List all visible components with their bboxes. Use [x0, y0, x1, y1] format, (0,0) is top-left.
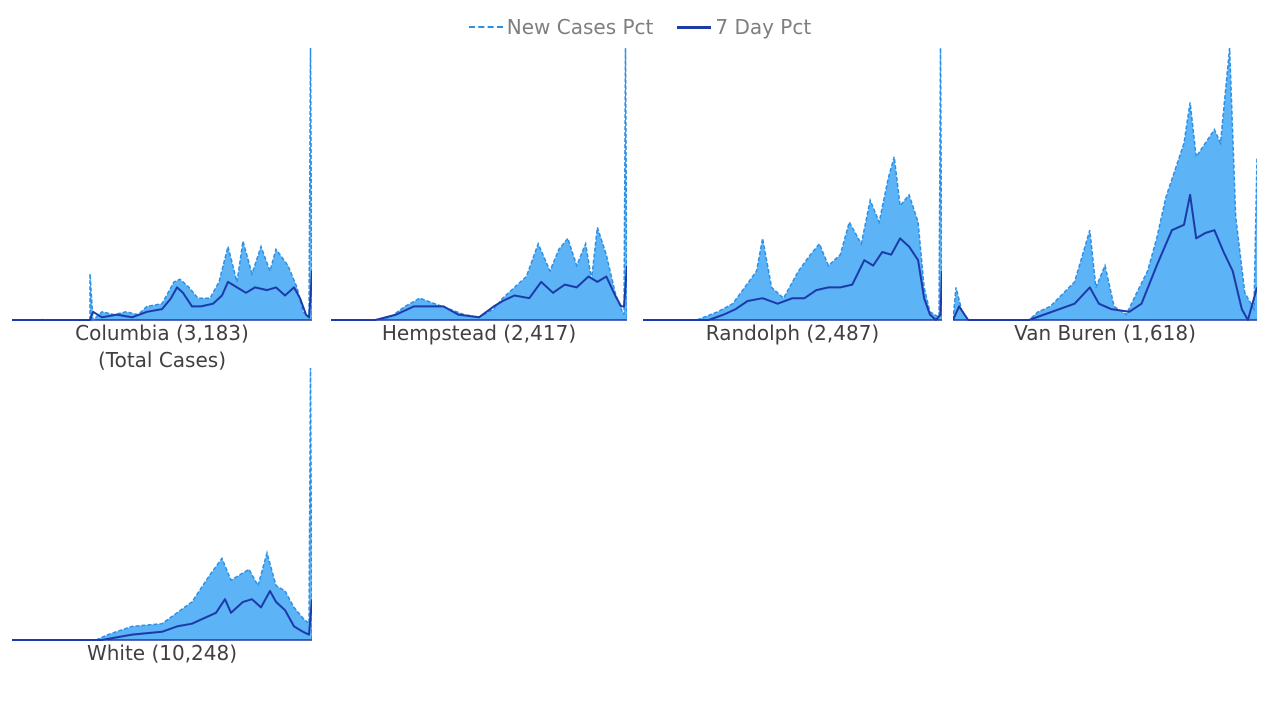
panel-label-randolph: Randolph (2,487)	[705, 321, 880, 345]
panel-van-buren: Van Buren (1,618)	[953, 40, 1257, 345]
line-7-day-white	[12, 590, 312, 641]
panel-label-hempstead: Hempstead (2,417)	[381, 321, 577, 345]
legend-item-new-cases[interactable]: New Cases Pct	[468, 15, 654, 39]
line-new-cases-columbia	[12, 47, 312, 322]
panel-sublabel-total-cases: (Total Cases)	[97, 348, 227, 372]
line-7-day-columbia	[12, 270, 312, 321]
chart-randolph[interactable]	[643, 40, 942, 322]
line-new-cases-randolph	[643, 47, 942, 321]
panel-label-white: White (10,248)	[86, 641, 238, 665]
panel-white: White (10,248)	[12, 360, 312, 665]
solid-line-swatch-icon	[677, 25, 712, 29]
line-7-day-randolph	[643, 237, 942, 321]
panel-randolph: Randolph (2,487)	[643, 40, 942, 345]
line-new-cases-white	[12, 367, 312, 641]
line-new-cases-hempstead	[331, 47, 627, 321]
area-new-cases-columbia	[12, 48, 312, 320]
area-new-cases-white	[12, 368, 312, 640]
line-7-day-van-buren	[953, 193, 1257, 321]
legend-label-7-day: 7 Day Pct	[715, 15, 812, 39]
legend-item-7-day[interactable]: 7 Day Pct	[677, 15, 811, 39]
area-new-cases-randolph	[643, 48, 942, 320]
dashed-line-swatch-icon	[468, 26, 503, 28]
chart-van-buren[interactable]	[953, 40, 1257, 322]
area-new-cases-van-buren	[953, 48, 1257, 320]
panel-hempstead: Hempstead (2,417)	[331, 40, 627, 345]
chart-hempstead[interactable]	[331, 40, 627, 322]
line-7-day-hempstead	[331, 265, 627, 321]
area-new-cases-hempstead	[331, 48, 627, 320]
chart-columbia[interactable]	[12, 40, 312, 322]
legend: New Cases Pct 7 Day Pct	[0, 12, 1280, 42]
panel-columbia: Columbia (3,183) (Total Cases)	[12, 40, 312, 372]
panel-label-van-buren: Van Buren (1,618)	[1014, 321, 1196, 345]
chart-white[interactable]	[12, 360, 312, 642]
line-new-cases-van-buren	[953, 47, 1257, 321]
panel-label-columbia: Columbia (3,183)	[75, 321, 249, 345]
legend-label-new-cases: New Cases Pct	[506, 15, 654, 39]
